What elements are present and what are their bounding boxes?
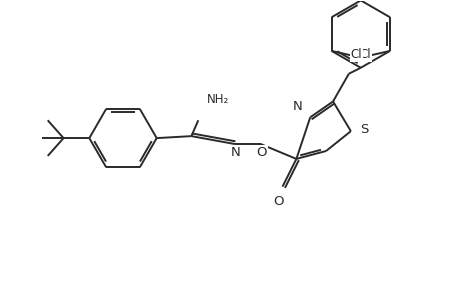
- Text: Cl: Cl: [358, 48, 370, 62]
- Text: O: O: [256, 146, 266, 159]
- Text: S: S: [359, 123, 367, 136]
- Text: N: N: [230, 146, 241, 159]
- Text: O: O: [273, 195, 283, 208]
- Text: NH₂: NH₂: [207, 93, 229, 106]
- Text: N: N: [292, 100, 302, 113]
- Text: Cl: Cl: [350, 48, 361, 62]
